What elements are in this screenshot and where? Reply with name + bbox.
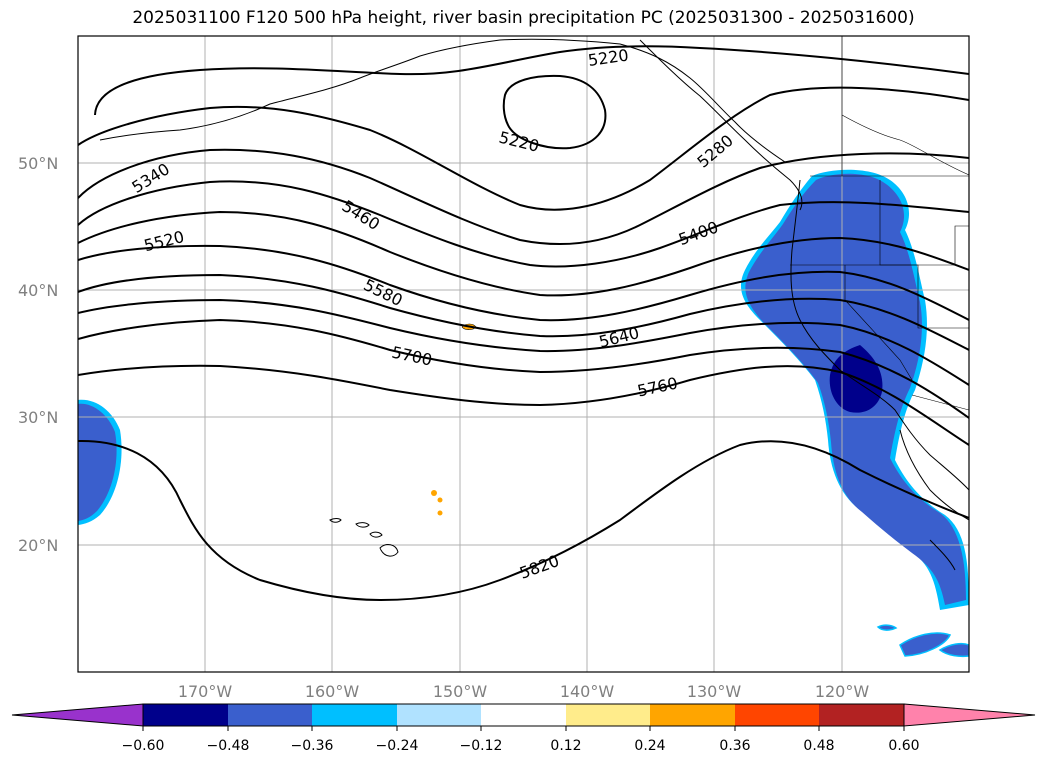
state-border-4: [841, 114, 969, 176]
lon-label-130w: 130°W: [687, 682, 742, 701]
contour-5820: [78, 439, 969, 602]
contour-5220-closed: [502, 74, 607, 150]
us-west-coast: [790, 179, 969, 491]
colorbar-segment-7: [650, 704, 735, 726]
map-frame: [77, 35, 970, 673]
precip-positive-spot-2: [431, 490, 437, 496]
latitude-labels: 50°N 40°N 30°N 20°N: [18, 154, 58, 555]
colorbar-max-extend: [903, 703, 1036, 727]
colorbar-frame: [142, 703, 905, 727]
hawaii-1: [329, 518, 342, 523]
colorbar-tick-label: −0.24: [376, 738, 419, 754]
lon-label-160w: 160°W: [305, 682, 360, 701]
lat-label-40: 40°N: [18, 281, 58, 300]
colorbar-segment-4: [397, 704, 481, 726]
lon-label-140w: 140°W: [560, 682, 615, 701]
lon-label-120w: 120°W: [815, 682, 870, 701]
lat-label-30: 30°N: [18, 408, 58, 427]
colorbar-tick-label: 0.48: [803, 738, 834, 754]
precip-baja-patch: [899, 632, 952, 657]
precip-shading: [78, 169, 969, 658]
colorbar-tick-labels: −0.60 −0.48 −0.36 −0.24 −0.12 0.12 0.24 …: [122, 738, 920, 754]
lat-label-20: 20°N: [18, 536, 58, 555]
figure-title: 2025031100 F120 500 hPa height, river ba…: [132, 8, 915, 28]
lat-label-50: 50°N: [18, 154, 58, 173]
colorbar-segment-2: [228, 704, 312, 726]
contour-5760: [78, 364, 969, 446]
lon-label-150w: 150°W: [433, 682, 488, 701]
contour-5640: [78, 298, 969, 386]
canada-coast: [639, 39, 803, 211]
contour-5580: [78, 273, 969, 351]
colorbar-tick-label: −0.60: [122, 738, 165, 754]
mexico-coast: [929, 539, 956, 571]
ca-nv-border: [844, 265, 913, 381]
colorbar-segment-5: [481, 704, 566, 726]
colorbar-segment-9: [819, 704, 904, 726]
colorbar-segment-8: [735, 704, 819, 726]
height-contours: [78, 45, 969, 602]
contour-5340: [78, 148, 969, 246]
colorbar-tick-label: 0.36: [719, 738, 750, 754]
colorbar-segment-3: [312, 704, 397, 726]
colorbar-min-extend: [11, 703, 144, 727]
hawaii-4: [379, 544, 399, 557]
alaska-coast: [99, 38, 786, 163]
hawaii-2: [355, 522, 370, 528]
colorbar-tick-label: −0.36: [291, 738, 334, 754]
us-mexico-border: [911, 394, 969, 411]
precip-positive-spot-4: [437, 510, 443, 516]
state-border-2: [790, 225, 969, 266]
precip-baja-patch-2: [938, 642, 969, 658]
contour-5220-north: [94, 45, 969, 116]
colorbar-ticks: [142, 726, 905, 731]
contour-5520: [78, 244, 969, 322]
colorbar-tick-label: 0.12: [550, 738, 581, 754]
colorbar-segment-6: [566, 704, 650, 726]
precip-positive-spot-3: [437, 497, 443, 503]
hawaii-3: [369, 531, 383, 538]
precip-small-patch: [876, 624, 898, 631]
colorbar-tick-label: −0.12: [460, 738, 503, 754]
longitude-labels: 170°W 160°W 150°W 140°W 130°W 120°W: [178, 682, 870, 701]
colorbar-tick-label: −0.48: [207, 738, 250, 754]
colorbar-tick-label: 0.60: [888, 738, 919, 754]
precip-west-edge: [78, 403, 117, 521]
coastlines: [99, 36, 969, 571]
contour-5460: [78, 210, 969, 297]
colorbar-segment-1: [143, 704, 228, 726]
contour-5700: [78, 318, 969, 419]
colorbar: −0.60 −0.48 −0.36 −0.24 −0.12 0.12 0.24 …: [11, 703, 1036, 754]
contour-5280: [78, 86, 969, 211]
colorbar-tick-label: 0.24: [634, 738, 665, 754]
contour-5400: [78, 180, 969, 268]
lon-label-170w: 170°W: [178, 682, 233, 701]
